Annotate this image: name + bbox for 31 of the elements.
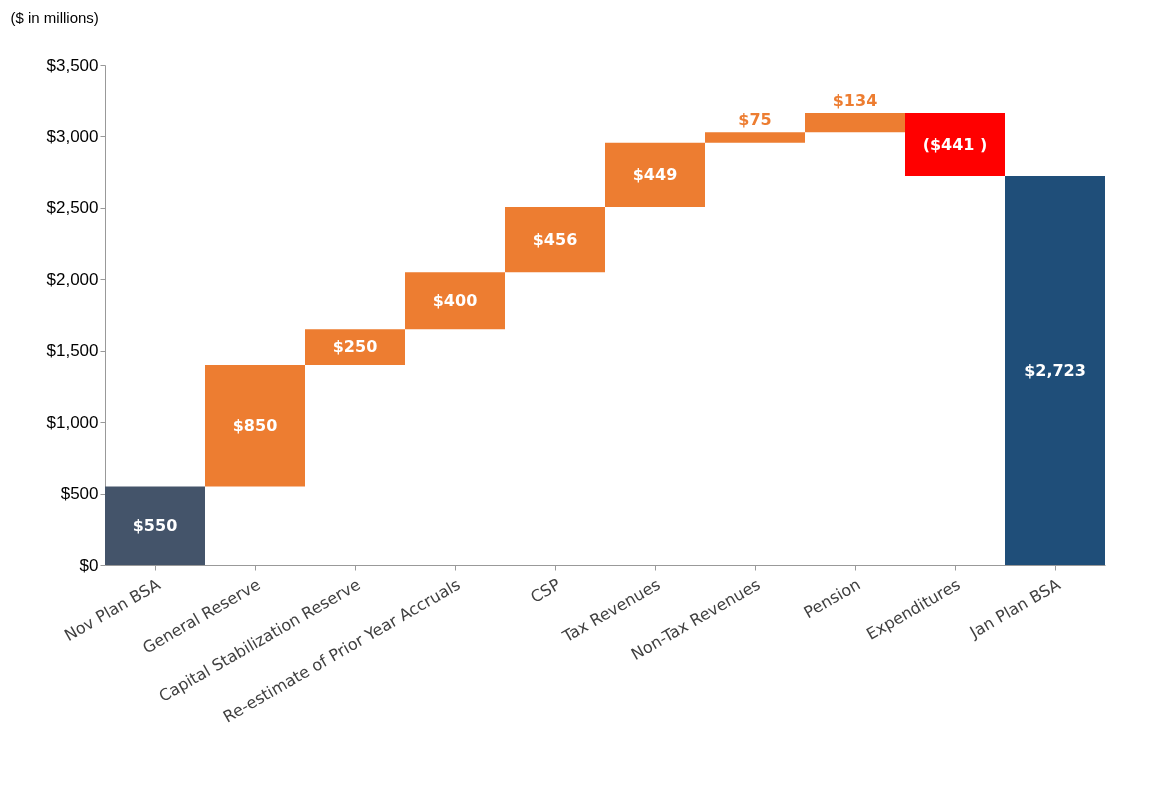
x-tick-label: CSP [527, 574, 564, 607]
bar [205, 365, 305, 487]
y-tick-label: $2,000 [46, 269, 99, 289]
data-label: $550 [132, 515, 178, 535]
y-tick-label: $3,000 [46, 126, 99, 146]
y-tick-label: $3,500 [46, 55, 99, 75]
y-tick-label: $500 [60, 484, 99, 504]
data-label: ($441 ) [922, 134, 988, 154]
x-tick-label: Jan Plan BSA [965, 574, 1064, 643]
bar [405, 272, 505, 330]
y-axis-title: ($ in millions) [10, 8, 99, 26]
bar [905, 113, 1005, 176]
y-tick-label: $1,500 [46, 341, 99, 361]
data-label: $400 [432, 290, 478, 310]
data-label: $134 [832, 91, 878, 110]
data-label: $456 [532, 229, 578, 249]
data-label: $2,723 [1024, 360, 1086, 380]
bar [505, 207, 605, 273]
bar [1005, 176, 1105, 565]
bar [705, 132, 805, 143]
y-tick-label: $0 [79, 555, 99, 575]
bar [305, 329, 405, 365]
data-label: $250 [332, 337, 378, 357]
data-label: $850 [232, 415, 278, 435]
data-label: $449 [632, 164, 678, 184]
data-label: $75 [738, 110, 772, 130]
y-tick-label: $2,500 [46, 198, 99, 218]
bar [105, 486, 205, 565]
y-tick-label: $1,000 [46, 412, 99, 432]
bar [805, 113, 905, 133]
bar [605, 142, 705, 207]
